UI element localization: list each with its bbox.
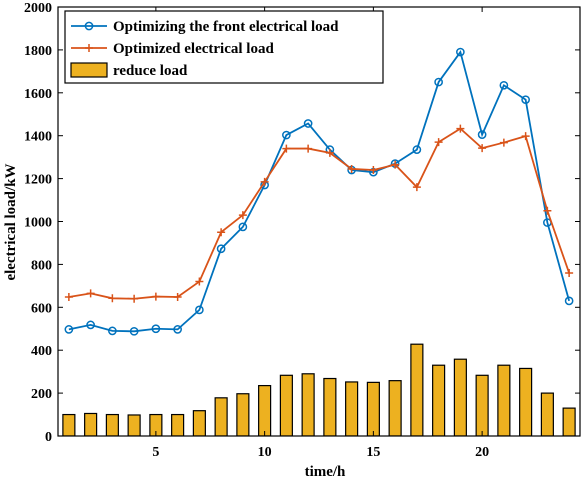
y-tick-label-1400: 1400 bbox=[24, 130, 52, 145]
bar-19 bbox=[453, 358, 467, 436]
series-line-1 bbox=[68, 127, 570, 300]
x-tick-label-20: 20 bbox=[475, 445, 489, 460]
point-1-10 bbox=[260, 177, 269, 186]
bar-20 bbox=[475, 374, 489, 436]
point-0-2 bbox=[86, 320, 95, 330]
x-tick-label-15: 15 bbox=[366, 445, 380, 460]
bar-4 bbox=[127, 414, 141, 436]
point-1-4 bbox=[130, 294, 139, 303]
point-0-1 bbox=[64, 325, 74, 334]
legend-box bbox=[64, 10, 384, 84]
point-1-3 bbox=[108, 294, 117, 303]
point-1-16 bbox=[391, 160, 400, 169]
point-1-14 bbox=[347, 164, 356, 173]
bar-8 bbox=[214, 397, 228, 436]
point-1-1 bbox=[64, 293, 73, 302]
point-0-7 bbox=[195, 305, 204, 315]
point-0-19 bbox=[456, 47, 465, 57]
point-1-11 bbox=[282, 144, 291, 153]
legend-label-2: reduce load bbox=[113, 63, 188, 79]
bar-2 bbox=[84, 412, 98, 436]
point-1-15 bbox=[369, 166, 378, 175]
point-1-2 bbox=[86, 289, 95, 298]
point-1-7 bbox=[195, 277, 204, 286]
bar-10 bbox=[258, 384, 272, 436]
legend-swatch-2 bbox=[70, 62, 108, 78]
point-0-17 bbox=[412, 145, 422, 154]
y-tick-label-1800: 1800 bbox=[24, 44, 52, 59]
y-tick-label-1000: 1000 bbox=[24, 216, 52, 231]
point-0-21 bbox=[499, 80, 509, 90]
bar-3 bbox=[105, 413, 119, 436]
point-1-6 bbox=[173, 293, 182, 302]
bar-21 bbox=[497, 364, 511, 436]
series-line-0 bbox=[68, 49, 570, 333]
point-1-21 bbox=[499, 138, 508, 147]
point-0-20 bbox=[477, 130, 487, 139]
bar-24 bbox=[562, 407, 576, 436]
point-0-4 bbox=[129, 326, 139, 336]
point-1-24 bbox=[565, 268, 574, 277]
point-0-11 bbox=[282, 130, 291, 140]
bar-13 bbox=[323, 377, 337, 436]
y-tick-label-200: 200 bbox=[31, 387, 52, 402]
point-0-8 bbox=[216, 244, 226, 254]
y-tick-label-1200: 1200 bbox=[24, 173, 52, 188]
bar-11 bbox=[279, 374, 293, 436]
lines-layer bbox=[64, 47, 574, 336]
bars-layer bbox=[62, 343, 576, 436]
point-1-22 bbox=[521, 132, 530, 141]
bar-6 bbox=[171, 413, 185, 436]
y-tick-label-0: 0 bbox=[45, 430, 52, 445]
point-0-12 bbox=[303, 119, 313, 128]
point-1-17 bbox=[412, 183, 421, 192]
x-axis-label: time/h bbox=[305, 464, 346, 480]
point-0-9 bbox=[238, 222, 248, 232]
y-tick-label-2000: 2000 bbox=[24, 1, 52, 16]
y-axis-label: electrical load/kW bbox=[3, 163, 19, 280]
x-tick-label-10: 10 bbox=[258, 445, 272, 460]
point-0-24 bbox=[564, 296, 574, 306]
point-1-8 bbox=[217, 228, 226, 237]
point-0-6 bbox=[173, 325, 182, 334]
bar-18 bbox=[432, 364, 446, 436]
bar-23 bbox=[540, 392, 554, 436]
legend: Optimizing the front electrical load Opti… bbox=[64, 10, 384, 84]
bar-17 bbox=[410, 343, 424, 436]
bar-1 bbox=[62, 413, 76, 436]
legend-marker-0 bbox=[84, 21, 94, 31]
point-1-5 bbox=[151, 292, 160, 301]
bar-7 bbox=[192, 410, 206, 436]
point-1-20 bbox=[478, 144, 487, 153]
y-tick-label-800: 800 bbox=[31, 258, 52, 273]
point-0-22 bbox=[521, 95, 530, 105]
point-0-18 bbox=[434, 77, 443, 87]
legend-label-1: Optimized electrical load bbox=[113, 41, 274, 57]
bar-15 bbox=[366, 381, 380, 436]
x-tick-label-5: 5 bbox=[152, 445, 159, 460]
legend-marker-1 bbox=[85, 44, 93, 52]
point-0-5 bbox=[151, 324, 161, 334]
point-1-12 bbox=[304, 144, 313, 153]
legend-label-0: Optimizing the front electrical load bbox=[113, 19, 339, 35]
point-0-3 bbox=[108, 326, 117, 336]
bar-9 bbox=[236, 393, 250, 436]
point-1-9 bbox=[238, 211, 247, 220]
bar-12 bbox=[301, 373, 315, 436]
y-tick-label-400: 400 bbox=[31, 344, 52, 359]
y-tick-label-1600: 1600 bbox=[24, 87, 52, 102]
point-1-23 bbox=[543, 206, 552, 215]
bar-22 bbox=[519, 367, 533, 436]
axes: 0 200 400 600 800 1000 1200 1400 1600 1800 2000 5 10… bbox=[24, 1, 581, 460]
point-1-13 bbox=[325, 148, 334, 157]
point-1-18 bbox=[434, 138, 443, 147]
point-1-19 bbox=[456, 124, 465, 133]
bar-16 bbox=[388, 380, 402, 436]
y-tick-label-600: 600 bbox=[31, 301, 52, 316]
bar-14 bbox=[345, 381, 359, 436]
